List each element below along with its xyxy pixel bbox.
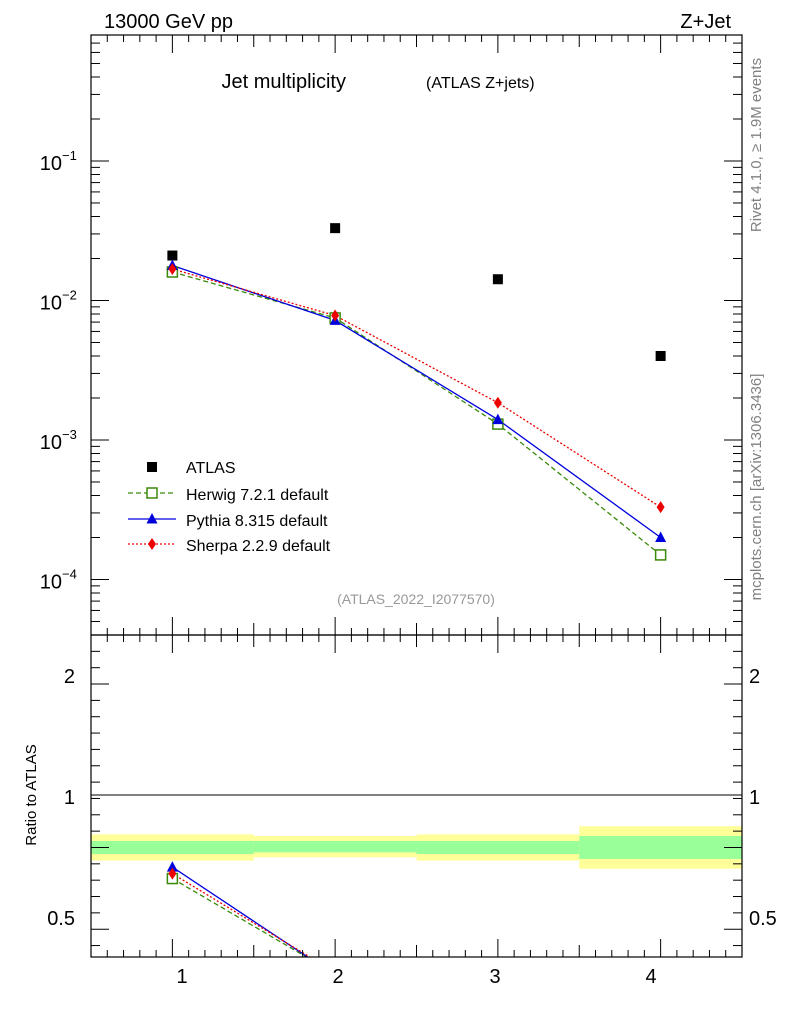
ratio-ytick-left-2: 2 <box>64 666 75 688</box>
ratio-point-pythia <box>166 861 178 872</box>
ratio-ytick-left-0.5: 0.5 <box>47 908 75 930</box>
x-tick-label-4: 4 <box>645 966 656 988</box>
main-point-atlas <box>492 274 503 285</box>
ratio-point-herwig <box>493 991 503 1001</box>
ratio-series-layer <box>166 861 666 1010</box>
main-point-sherpa <box>493 396 502 409</box>
main-point-atlas <box>655 350 666 361</box>
main-point-sherpa <box>331 309 340 322</box>
ratio-band-inner <box>579 836 742 859</box>
ratio-band-inner <box>253 840 417 853</box>
legend: ATLAS Herwig 7.2.1 default Pythia 8.315 … <box>128 460 331 555</box>
ratio-axis-ticks <box>91 634 742 957</box>
ratio-band-inner <box>416 840 580 855</box>
x-tick-label-3: 3 <box>489 966 500 988</box>
rivet-version-label: Rivet 4.1.0, ≥ 1.9M events <box>748 58 765 232</box>
legend-label-pythia: Pythia 8.315 default <box>186 513 328 530</box>
legend-marker-atlas <box>147 462 157 472</box>
ratio-point-sherpa <box>168 867 177 880</box>
chart-title: Jet multiplicity <box>222 71 346 93</box>
ratio-line-sherpa <box>172 873 312 957</box>
main-series-layer <box>166 223 667 561</box>
main-axis-ticks <box>91 34 742 636</box>
main-point-atlas <box>167 250 178 261</box>
x-tick-label-2: 2 <box>332 966 343 988</box>
main-ytick-label: 10 <box>40 153 62 175</box>
main-ytick-exponent: −1 <box>62 148 77 163</box>
main-ytick-exponent: −3 <box>62 427 77 442</box>
process-label: Z+Jet <box>680 11 731 33</box>
ratio-ytick-right-0.5: 0.5 <box>749 908 777 930</box>
ratio-point-sherpa <box>657 991 665 1003</box>
analysis-id-label: (ATLAS_2022_I2077570) <box>337 591 495 607</box>
legend-marker-herwig <box>146 487 158 499</box>
ratio-point-herwig <box>656 1000 666 1010</box>
main-ytick-exponent: −4 <box>62 566 77 581</box>
main-point-sherpa <box>656 501 665 514</box>
main-point-sherpa <box>168 263 177 276</box>
legend-marker-pythia <box>146 513 158 524</box>
ratio-y-axis-label: Ratio to ATLAS <box>23 744 40 845</box>
main-ytick-exponent: −2 <box>62 287 77 302</box>
ratio-line-pythia <box>172 866 309 957</box>
main-point-atlas <box>330 223 341 234</box>
ratio-frame <box>90 634 743 958</box>
ratio-ytick-left-1: 1 <box>64 787 75 809</box>
legend-label-herwig: Herwig 7.2.1 default <box>186 487 329 504</box>
x-tick-label-1: 1 <box>176 966 187 988</box>
main-point-pythia <box>492 413 504 425</box>
main-point-pythia <box>655 531 667 542</box>
ratio-band-inner <box>91 840 254 855</box>
source-label: mcplots.cern.ch [arXiv:1306.3436] <box>748 374 765 601</box>
legend-label-sherpa: Sherpa 2.2.9 default <box>186 538 331 555</box>
ratio-ytick-right-1: 1 <box>749 787 760 809</box>
ratio-point-pythia <box>655 997 666 1008</box>
ratio-panel: 2 1 0.5 2 1 0.5 Ratio to ATLAS 1 2 3 4 <box>23 634 777 1010</box>
main-line-sherpa <box>172 268 661 508</box>
legend-symbols <box>128 462 176 550</box>
energy-label: 13000 GeV pp <box>104 11 233 33</box>
legend-marker-sherpa <box>148 538 156 550</box>
main-ytick-label: 10 <box>40 571 62 593</box>
main-ytick-label: 10 <box>40 292 62 314</box>
main-line-herwig <box>172 271 662 556</box>
ratio-uncertainty-bands <box>91 826 742 869</box>
main-y-tick-labels: 10−110−210−310−4 <box>40 148 77 594</box>
legend-label-atlas: ATLAS <box>186 460 236 477</box>
main-panel: 10−110−210−310−4 Jet multiplicity (ATLAS… <box>40 34 743 636</box>
chart-subtitle: (ATLAS Z+jets) <box>426 75 535 92</box>
ratio-point-pythia <box>492 989 503 1000</box>
main-point-herwig <box>654 549 667 561</box>
main-ytick-label: 10 <box>40 432 62 454</box>
ratio-line-herwig <box>172 877 308 957</box>
ratio-ytick-right-2: 2 <box>749 666 760 688</box>
